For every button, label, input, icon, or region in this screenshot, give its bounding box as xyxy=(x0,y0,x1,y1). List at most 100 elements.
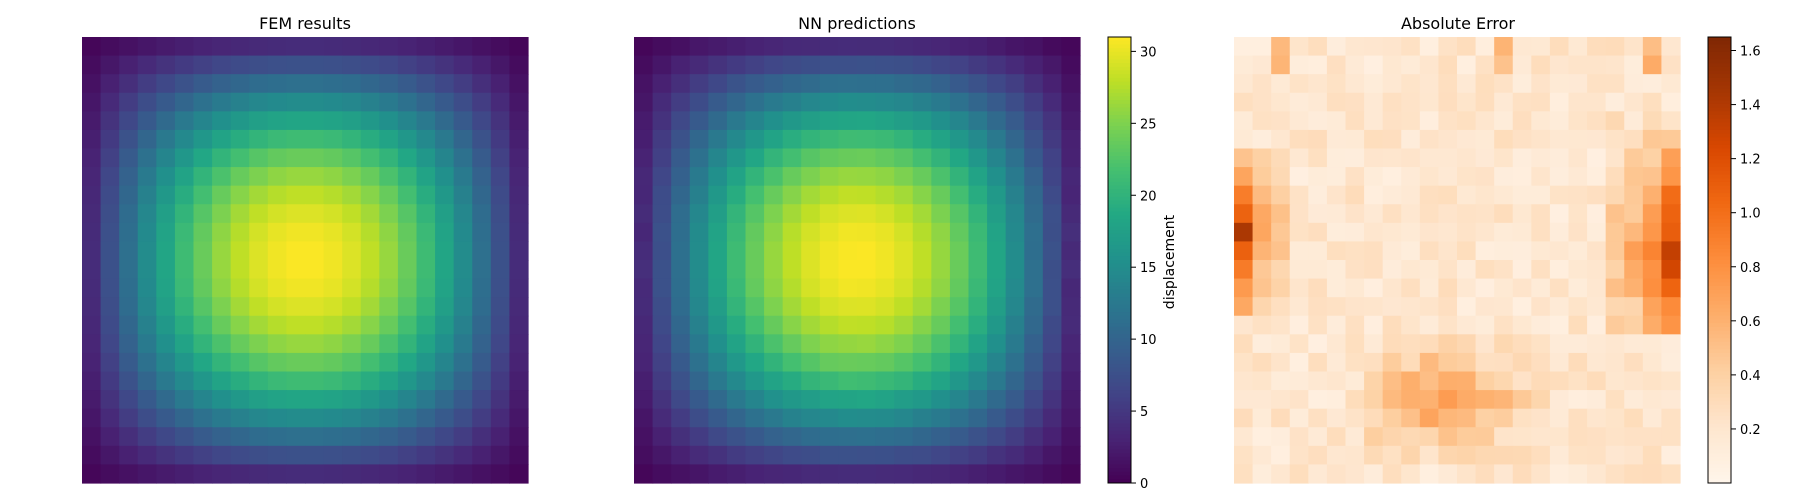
nn-cell xyxy=(726,55,747,75)
fem-cell xyxy=(286,408,306,428)
fem-cell xyxy=(249,315,269,335)
nn-cell xyxy=(1005,111,1025,131)
nn-cell xyxy=(671,185,691,205)
fem-cell xyxy=(100,204,120,224)
nn-cell xyxy=(745,390,765,410)
error-cell xyxy=(1642,427,1663,447)
colorbar-segment xyxy=(1708,430,1731,436)
nn-cell xyxy=(782,297,802,317)
fem-cell xyxy=(323,427,343,447)
nn-cell xyxy=(652,241,672,261)
colorbar-segment xyxy=(1708,468,1731,473)
nn-cell xyxy=(875,222,895,243)
error-cell xyxy=(1308,390,1328,410)
fem-cell xyxy=(249,92,269,112)
nn-cell xyxy=(949,185,970,205)
colorbar-segment xyxy=(1108,338,1131,343)
error-cell xyxy=(1345,408,1365,428)
fem-cell xyxy=(193,278,213,298)
nn-cell xyxy=(819,148,840,168)
colorbar-segment xyxy=(1708,226,1731,231)
fem-cell xyxy=(249,37,269,57)
nn-cell xyxy=(912,92,932,112)
fem-cell xyxy=(193,371,213,391)
error-cell xyxy=(1252,167,1272,187)
error-cell xyxy=(1326,260,1347,280)
fem-cell xyxy=(249,111,269,131)
nn-cell xyxy=(1024,390,1044,410)
nn-cell xyxy=(726,445,747,466)
nn-cell xyxy=(912,167,932,187)
error-cell xyxy=(1345,334,1365,354)
fem-cell xyxy=(323,315,343,335)
error-cell xyxy=(1252,129,1272,150)
error-cell xyxy=(1401,427,1421,447)
fem-cell xyxy=(174,148,195,168)
title-absolute-error: Absolute Error xyxy=(1401,14,1515,33)
error-cell xyxy=(1289,464,1309,484)
nn-cell xyxy=(912,334,932,354)
fem-cell xyxy=(305,148,325,168)
colorbar-segment xyxy=(1708,174,1731,179)
error-cell xyxy=(1271,74,1291,94)
fem-cell xyxy=(119,371,139,391)
error-cell xyxy=(1549,222,1570,243)
fem-cell xyxy=(472,427,492,447)
error-cell xyxy=(1512,390,1532,410)
colorbar-segment xyxy=(1108,430,1131,436)
error-cell xyxy=(1624,185,1644,205)
fem-cell xyxy=(416,92,436,112)
error-cell xyxy=(1401,148,1421,168)
nn-cell xyxy=(634,129,654,150)
error-cell xyxy=(1587,278,1607,298)
error-cell xyxy=(1531,445,1551,466)
fem-cell xyxy=(509,167,529,187)
error-cell xyxy=(1364,241,1384,261)
error-cell xyxy=(1252,297,1272,317)
fem-cell xyxy=(360,464,380,484)
fem-cell xyxy=(100,55,120,75)
error-cell xyxy=(1234,148,1254,168)
colorbar-segment xyxy=(1708,423,1731,428)
fem-cell xyxy=(360,241,380,261)
fem-cell xyxy=(267,260,288,280)
fem-cell xyxy=(249,260,269,280)
colorbar-segment xyxy=(1708,453,1731,458)
error-cell xyxy=(1438,352,1458,373)
fem-cell xyxy=(360,390,380,410)
error-cell xyxy=(1642,278,1663,298)
colorbar-frame xyxy=(1707,36,1732,484)
fem-cell xyxy=(267,74,288,94)
nn-cell xyxy=(949,408,970,428)
nn-cell xyxy=(838,148,858,168)
fem-cell xyxy=(323,260,343,280)
error-cell xyxy=(1661,334,1681,354)
nn-cell xyxy=(875,167,895,187)
fem-cell xyxy=(490,297,511,317)
nn-cell xyxy=(949,315,970,335)
error-cell xyxy=(1289,148,1309,168)
error-cell xyxy=(1568,427,1588,447)
nn-cell xyxy=(1024,260,1044,280)
nn-cell xyxy=(634,92,654,112)
fem-cell xyxy=(453,92,473,112)
colorbar-segment xyxy=(1708,397,1731,402)
error-cell xyxy=(1419,185,1440,205)
error-cell xyxy=(1494,371,1514,391)
error-cell xyxy=(1345,445,1365,466)
error-cell xyxy=(1457,111,1477,131)
fem-cell xyxy=(416,390,436,410)
nn-cell xyxy=(1024,37,1044,57)
fem-cell xyxy=(379,352,399,373)
error-cell xyxy=(1531,204,1551,224)
fem-cell xyxy=(416,260,436,280)
fem-cell xyxy=(137,334,157,354)
fem-cell xyxy=(286,222,306,243)
nn-cell xyxy=(987,241,1007,261)
error-cell xyxy=(1605,371,1625,391)
colorbar-segment xyxy=(1708,297,1731,302)
colorbar-label-displacement: displacement xyxy=(1162,214,1178,309)
error-cell xyxy=(1345,167,1365,187)
error-cell xyxy=(1252,222,1272,243)
fem-cell xyxy=(267,464,288,484)
